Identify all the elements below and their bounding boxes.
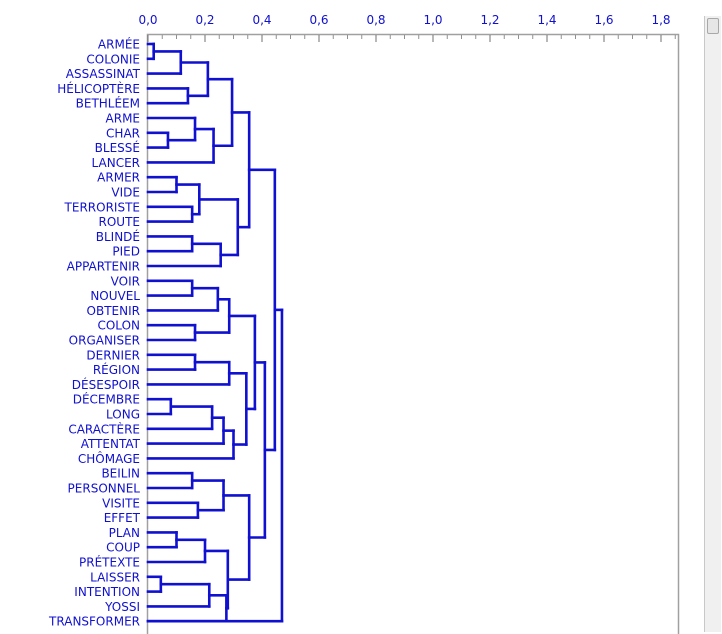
leaf-label: TRANSFORMER	[48, 615, 140, 629]
leaf-label: COLON	[97, 319, 140, 333]
leaf-label: BEILIN	[101, 467, 140, 481]
x-tick-label: 1,4	[537, 13, 556, 27]
x-tick-label: 0,0	[138, 13, 157, 27]
leaf-label: LANCER	[92, 156, 140, 170]
dendrogram-links	[146, 42, 284, 623]
leaf-label: PLAN	[109, 526, 140, 540]
leaf-label: EFFET	[104, 511, 141, 525]
leaf-label: VOIR	[111, 274, 140, 288]
x-tick-label: 0,8	[366, 13, 385, 27]
leaf-label: OBTENIR	[87, 304, 140, 318]
leaf-label: COLONIE	[86, 52, 140, 66]
leaf-label: ATTENTAT	[81, 437, 141, 451]
leaf-label: ARMÉE	[98, 37, 140, 52]
x-tick-label: 1,2	[480, 13, 499, 27]
leaf-label: DÉSESPOIR	[72, 377, 140, 392]
leaf-label: VIDE	[111, 186, 140, 200]
leaf-label: COUP	[106, 541, 140, 555]
leaf-label: ARMER	[97, 171, 140, 185]
x-tick-label: 0,4	[252, 13, 271, 27]
x-tick-label: 0,2	[195, 13, 214, 27]
leaf-label: LAISSER	[90, 570, 140, 584]
x-axis: 0,0 0,2 0,4 0,6 0,8 1,0 1,2 1,4 1,6 1,8	[138, 13, 676, 42]
leaf-label: PERSONNEL	[68, 482, 141, 496]
leaf-label: ASSASSINAT	[66, 67, 141, 81]
leaf-label: HÉLICOPTÈRE	[57, 81, 140, 96]
x-tick-label: 1,8	[651, 13, 670, 27]
leaf-label: DERNIER	[86, 348, 140, 362]
leaf-label: CARACTÈRE	[68, 421, 140, 436]
leaf-label: ROUTE	[99, 215, 140, 229]
plot-frame	[146, 33, 680, 634]
leaf-label: YOSSI	[104, 600, 140, 614]
vertical-scrollbar[interactable]	[704, 16, 721, 632]
leaf-label: CHAR	[106, 126, 140, 140]
leaf-label: ORGANISER	[69, 334, 140, 348]
x-tick-label: 0,6	[309, 13, 328, 27]
scrollbar-thumb[interactable]	[707, 18, 719, 34]
leaf-label: RÉGION	[93, 362, 140, 377]
x-tick-label: 1,0	[423, 13, 442, 27]
leaf-label: TERRORISTE	[64, 200, 140, 214]
leaf-label: DÉCEMBRE	[73, 392, 140, 407]
x-tick-label: 1,6	[594, 13, 613, 27]
leaf-label: BETHLÉEM	[76, 96, 140, 111]
leaf-label: BLESSÉ	[95, 140, 140, 155]
leaf-label: ARME	[106, 112, 140, 126]
leaf-label: INTENTION	[74, 585, 140, 599]
leaf-label: VISITE	[102, 496, 140, 510]
dendrogram-chart: 0,0 0,2 0,4 0,6 0,8 1,0 1,2 1,4 1,6 1,8 ARMÉECOLO…	[48, 13, 680, 634]
leaf-label: APPARTENIR	[67, 260, 140, 274]
leaf-label: PIED	[112, 245, 140, 259]
leaf-label: BLINDÉ	[96, 229, 140, 244]
leaf-label: NOUVEL	[90, 289, 140, 303]
leaf-label: LONG	[106, 408, 140, 422]
leaf-label: PRÉTEXTE	[79, 555, 140, 570]
leaf-label: CHÔMAGE	[78, 451, 140, 466]
leaf-labels: ARMÉECOLONIEASSASSINATHÉLICOPTÈREBETHLÉE…	[48, 37, 141, 629]
